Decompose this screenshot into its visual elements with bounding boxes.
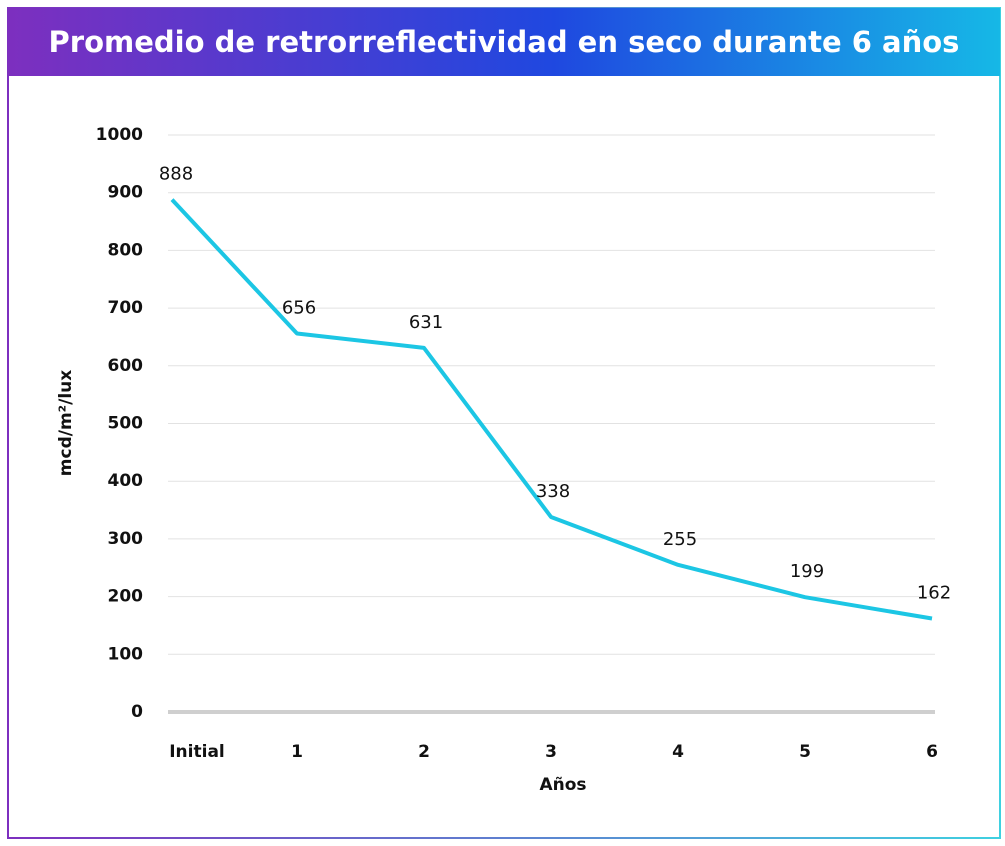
y-tick-label: 1000 [96, 125, 143, 145]
data-label: 888 [159, 164, 193, 185]
data-label: 631 [409, 312, 443, 333]
y-tick-label: 500 [108, 414, 144, 434]
y-tick-label: 100 [108, 644, 144, 664]
data-label: 338 [536, 481, 570, 502]
data-line [170, 198, 933, 621]
data-label: 162 [917, 583, 951, 604]
y-tick-label: 400 [108, 471, 144, 491]
y-tick-label: 900 [108, 183, 144, 203]
y-tick-label: 200 [108, 587, 144, 607]
x-tick-label: 2 [418, 742, 430, 762]
x-tick-label: 3 [545, 742, 557, 762]
data-label: 656 [282, 297, 316, 318]
y-axis-title: mcd/m²/lux [56, 370, 76, 476]
data-label: 199 [790, 561, 824, 582]
x-tick-label: 6 [926, 742, 938, 762]
chart-title: Promedio de retrorreflectividad en seco … [49, 25, 960, 59]
data-label: 255 [663, 529, 697, 550]
header-bar [8, 8, 1000, 76]
x-tick-label: 5 [799, 742, 811, 762]
x-tick-label: 4 [672, 742, 684, 762]
x-tick-label: 1 [291, 742, 303, 762]
y-tick-label: 600 [108, 356, 144, 376]
y-tick-label: 800 [108, 240, 144, 260]
y-tick-label: 300 [108, 529, 144, 549]
x-tick-label: Initial [169, 742, 225, 762]
y-tick-label: 700 [108, 298, 144, 318]
x-axis-title: Años [539, 775, 586, 795]
y-tick-label: 0 [131, 702, 143, 722]
